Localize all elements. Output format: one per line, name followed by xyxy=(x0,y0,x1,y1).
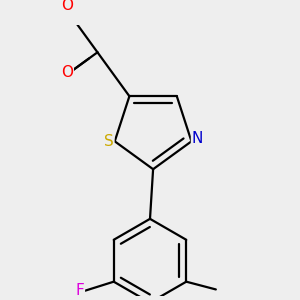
Text: S: S xyxy=(104,134,113,149)
Text: F: F xyxy=(75,284,84,298)
Text: O: O xyxy=(61,0,73,13)
Text: O: O xyxy=(61,65,73,80)
Text: N: N xyxy=(192,131,203,146)
